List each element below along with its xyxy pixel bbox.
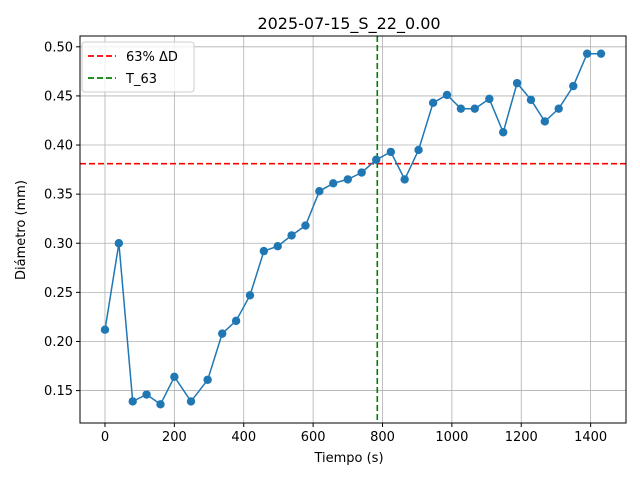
data-point <box>343 175 352 184</box>
data-point <box>526 95 536 105</box>
x-tick-label: 800 <box>370 430 395 445</box>
data-point <box>259 246 269 256</box>
data-point <box>456 104 466 113</box>
x-tick-label: 400 <box>231 430 256 445</box>
data-point <box>142 390 151 399</box>
y-tick-label: 0.35 <box>44 188 73 203</box>
legend-label-t63: T_63 <box>125 72 157 87</box>
chart-title: 2025-07-15_S_22_0.00 <box>257 14 440 34</box>
data-point <box>287 231 296 240</box>
legend: 63% ΔD T_63 <box>81 41 195 93</box>
data-point <box>170 372 179 382</box>
grid <box>80 36 626 423</box>
data-point <box>203 375 212 384</box>
data-point <box>245 291 255 300</box>
plot-frame <box>79 35 627 424</box>
x-tick-label: 0 <box>101 430 109 445</box>
data-point <box>231 316 241 326</box>
data-point <box>186 397 196 406</box>
data-point <box>540 117 550 126</box>
y-tick-label: 0.25 <box>44 286 73 301</box>
y-axis: 0.15 0.20 0.25 0.30 0.35 0.40 0.45 0.50 <box>44 40 80 399</box>
data-point <box>100 325 110 334</box>
data-point <box>357 168 366 177</box>
x-tick-label: 1400 <box>574 430 607 445</box>
data-point <box>569 81 578 91</box>
y-tick-label: 0.40 <box>44 139 73 154</box>
y-axis-label: Diámetro (mm) <box>14 180 29 280</box>
data-point <box>273 241 282 251</box>
data-point <box>315 186 324 196</box>
data-point <box>596 49 606 58</box>
data-point <box>400 175 409 184</box>
data-point <box>512 78 522 88</box>
data-point <box>554 104 563 113</box>
x-axis: 0 200 400 600 800 1000 1200 1400 <box>101 423 607 445</box>
data-point <box>301 221 310 230</box>
x-axis-label: Tiempo (s) <box>313 451 383 466</box>
y-tick-label: 0.15 <box>44 384 73 399</box>
y-tick-label: 0.45 <box>44 89 73 104</box>
x-tick-label: 1200 <box>505 430 538 445</box>
series-layer <box>100 49 606 409</box>
data-point <box>499 128 508 137</box>
x-tick-label: 600 <box>301 430 326 445</box>
data-point <box>414 145 423 155</box>
data-point <box>372 155 381 164</box>
legend-label-63pct: 63% ΔD <box>126 50 178 65</box>
reference-lines <box>80 36 626 423</box>
x-tick-label: 200 <box>162 430 187 445</box>
legend-box <box>81 41 195 93</box>
data-point <box>128 397 137 406</box>
data-point <box>156 400 165 409</box>
data-point <box>114 239 124 248</box>
data-point <box>485 94 494 104</box>
data-point <box>386 147 396 157</box>
y-tick-label: 0.30 <box>44 237 73 252</box>
y-tick-label: 0.20 <box>44 335 73 350</box>
x-tick-label: 1000 <box>435 430 468 445</box>
data-point <box>329 179 338 188</box>
data-point <box>470 104 479 113</box>
data-point <box>218 329 227 338</box>
y-tick-label: 0.50 <box>44 40 73 55</box>
data-point <box>582 49 592 58</box>
data-point <box>428 98 438 107</box>
data-point <box>442 90 452 100</box>
